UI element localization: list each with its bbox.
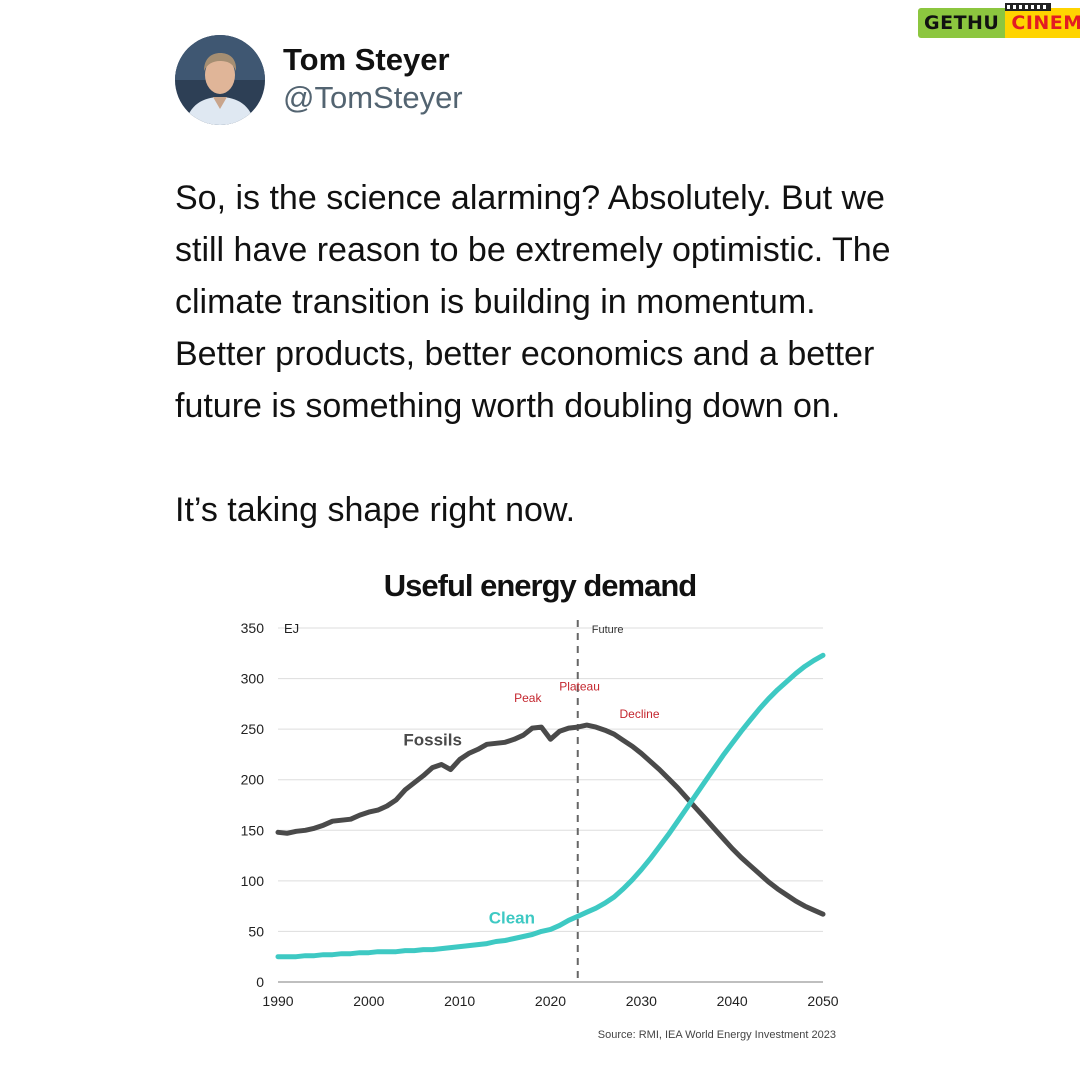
series-line-clean: [275, 652, 826, 960]
x-tick-label: 2040: [717, 993, 748, 1009]
annotation-decline: Decline: [620, 707, 660, 721]
profile-photo-icon: [175, 35, 265, 125]
y-tick-label: 350: [241, 620, 265, 636]
series-label-fossils: Fossils: [403, 730, 462, 749]
tweet-text: So, is the science alarming? Absolutely.…: [175, 172, 965, 536]
tweet-line: Better products, better economics and a …: [175, 335, 875, 373]
x-tick-label: 2010: [444, 993, 475, 1009]
tweet-closing-line: It’s taking shape right now.: [175, 491, 576, 529]
chart-image[interactable]: Useful energy demand 0 50 100 150 200 250 300 3…: [40, 550, 1040, 1050]
display-name[interactable]: Tom Steyer: [283, 42, 450, 77]
watermark-left-text: GETHU: [918, 8, 1006, 38]
series-label-clean: Clean: [489, 908, 535, 927]
y-tick-label: 200: [241, 772, 265, 788]
tweet-line: still have reason to be extremely optimi…: [175, 231, 891, 269]
annotation-plateau: Plateau: [559, 680, 600, 694]
chart-source-note: Source: RMI, IEA World Energy Investment…: [598, 1029, 836, 1041]
tweet-line: climate transition is building in moment…: [175, 283, 816, 321]
series-line-fossils: [275, 722, 826, 917]
y-tick-label: 150: [241, 822, 265, 838]
x-tick-label: 2000: [353, 993, 384, 1009]
annotation-peak: Peak: [514, 691, 542, 705]
energy-demand-chart: Useful energy demand 0 50 100 150 200 250 300 3…: [241, 568, 839, 1041]
user-handle[interactable]: @TomSteyer: [283, 80, 463, 115]
x-tick-label: 2050: [807, 993, 838, 1009]
chart-title: Useful energy demand: [384, 568, 696, 603]
x-tick-label: 2020: [535, 993, 566, 1009]
tweet-line: So, is the science alarming? Absolutely.…: [175, 179, 885, 217]
y-tick-label: 300: [241, 671, 265, 687]
watermark-logo: GETHU CINEMA: [918, 3, 1080, 40]
future-label: Future: [592, 624, 624, 636]
y-tick-label: 250: [241, 721, 265, 737]
y-tick-label: 100: [241, 873, 265, 889]
x-tick-label: 1990: [262, 993, 293, 1009]
y-axis-unit-label: EJ: [284, 621, 299, 636]
avatar[interactable]: [175, 35, 265, 125]
film-strip-icon: [1005, 3, 1051, 11]
y-tick-label: 0: [256, 974, 264, 990]
x-tick-label: 2030: [626, 993, 657, 1009]
tweet-line: future is something worth doubling down …: [175, 387, 841, 425]
y-tick-label: 50: [248, 923, 264, 939]
watermark-right-text: CINEMA: [1005, 8, 1080, 38]
